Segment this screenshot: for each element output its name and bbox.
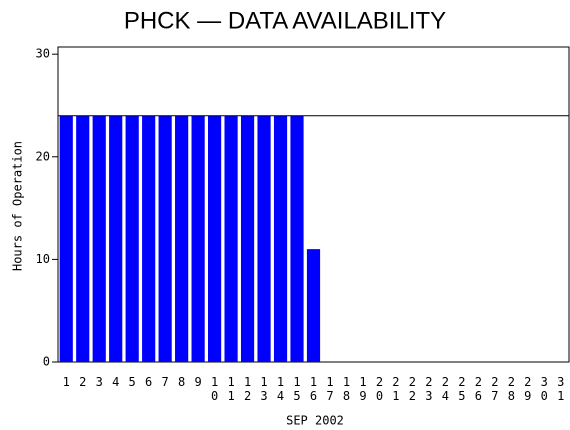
x-axis-label: SEP 2002 <box>286 414 344 428</box>
y-tick-label: 10 <box>36 252 50 266</box>
bar <box>142 115 156 362</box>
bar <box>240 115 255 362</box>
x-tick-label: 6 <box>145 375 152 389</box>
y-axis-label: Hours of Operation <box>11 141 25 271</box>
bar <box>257 115 271 362</box>
x-tick-label: 5 <box>129 375 136 389</box>
bar <box>290 115 304 362</box>
bar <box>208 115 222 362</box>
bar <box>224 115 238 362</box>
x-tick-label: 7 <box>162 375 169 389</box>
bar <box>76 115 90 362</box>
y-tick-label: 0 <box>43 355 50 369</box>
bar <box>92 115 106 362</box>
bar <box>306 249 321 362</box>
bar <box>109 115 123 362</box>
bar <box>158 115 172 362</box>
bar <box>191 115 205 362</box>
bar <box>59 115 73 362</box>
x-tick-label: 1 <box>63 375 70 389</box>
x-tick-label: 2 <box>79 375 86 389</box>
bar <box>273 115 288 362</box>
x-tick-label: 9 <box>194 375 201 389</box>
x-tick-label: 3 <box>96 375 103 389</box>
x-tick-label: 8 <box>178 375 185 389</box>
x-tick-label: 4 <box>112 375 119 389</box>
bar <box>125 115 139 362</box>
y-tick-label: 30 <box>36 47 50 61</box>
chart-title: PHCK — DATA AVAILABILITY <box>124 7 446 34</box>
y-tick-label: 20 <box>36 149 50 163</box>
bar <box>175 115 189 362</box>
